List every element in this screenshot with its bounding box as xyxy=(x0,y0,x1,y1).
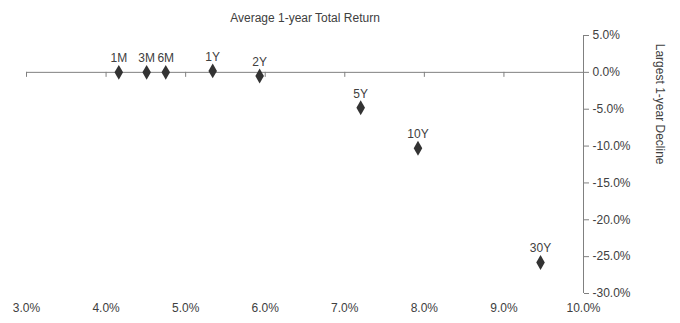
svg-text:5Y: 5Y xyxy=(353,87,368,101)
svg-text:-25.0%: -25.0% xyxy=(593,249,631,263)
svg-text:9.0%: 9.0% xyxy=(490,301,518,315)
svg-text:2Y: 2Y xyxy=(252,55,267,69)
svg-text:6.0%: 6.0% xyxy=(252,301,280,315)
svg-text:30Y: 30Y xyxy=(530,241,551,255)
svg-text:10.0%: 10.0% xyxy=(566,301,600,315)
svg-text:-5.0%: -5.0% xyxy=(593,102,625,116)
svg-text:Largest 1-year Decline: Largest 1-year Decline xyxy=(653,44,667,165)
svg-text:0.0%: 0.0% xyxy=(593,65,621,79)
svg-text:-15.0%: -15.0% xyxy=(593,176,631,190)
svg-text:1M: 1M xyxy=(110,51,127,65)
svg-text:10Y: 10Y xyxy=(407,127,428,141)
svg-text:3.0%: 3.0% xyxy=(13,301,41,315)
svg-text:7.0%: 7.0% xyxy=(331,301,359,315)
svg-text:3M: 3M xyxy=(138,51,155,65)
svg-text:8.0%: 8.0% xyxy=(411,301,439,315)
svg-text:6M: 6M xyxy=(157,51,174,65)
svg-text:-30.0%: -30.0% xyxy=(593,286,631,300)
svg-text:5.0%: 5.0% xyxy=(172,301,200,315)
svg-text:4.0%: 4.0% xyxy=(92,301,120,315)
svg-text:Average 1-year Total Return: Average 1-year Total Return xyxy=(230,11,380,25)
svg-text:-20.0%: -20.0% xyxy=(593,213,631,227)
svg-text:5.0%: 5.0% xyxy=(593,28,621,42)
svg-text:1Y: 1Y xyxy=(205,50,220,64)
svg-text:-10.0%: -10.0% xyxy=(593,139,631,153)
